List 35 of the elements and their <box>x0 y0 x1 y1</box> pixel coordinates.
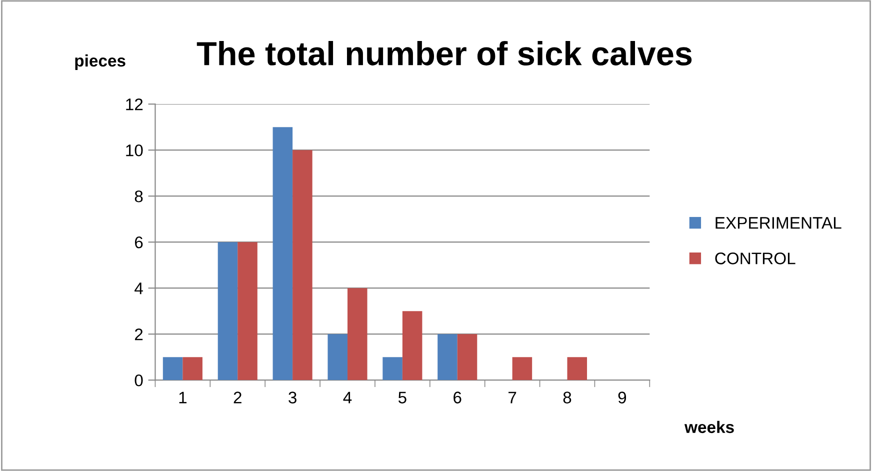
bar <box>402 311 422 380</box>
bar <box>328 334 348 380</box>
x-tick-label: 1 <box>179 392 187 404</box>
x-tick-label: 8 <box>563 392 572 404</box>
y-tick-label: 4 <box>134 282 143 294</box>
bar <box>512 357 532 380</box>
x-tick-label: 7 <box>508 392 516 404</box>
y-tick-label: 2 <box>134 328 143 340</box>
x-tick-label: 3 <box>288 392 296 404</box>
x-tick-label: 9 <box>618 392 626 404</box>
bar <box>382 357 402 380</box>
x-axis-title: weeks <box>684 420 734 434</box>
y-axis-title: pieces <box>75 54 126 70</box>
bar <box>182 357 202 380</box>
bar <box>457 334 478 380</box>
bar <box>218 242 238 380</box>
chart-title: The total number of sick calves <box>196 40 692 66</box>
x-tick-label: 4 <box>343 392 352 404</box>
bar <box>238 242 258 380</box>
bar <box>567 357 588 380</box>
x-tick-label: 2 <box>234 392 242 404</box>
bar <box>292 150 312 380</box>
x-tick-label: 6 <box>454 392 462 404</box>
y-tick-label: 12 <box>126 98 143 110</box>
bar <box>347 288 368 380</box>
x-tick-label: 5 <box>398 392 406 404</box>
bar <box>272 127 293 380</box>
y-tick-label: 6 <box>134 236 143 248</box>
y-tick-label: 8 <box>134 190 143 202</box>
legend-label: EXPERIMENTAL <box>716 217 842 229</box>
legend-label: CONTROL <box>715 252 796 264</box>
y-tick-label: 0 <box>134 374 143 386</box>
bar <box>438 334 458 380</box>
bar <box>162 357 183 380</box>
y-tick-label: 10 <box>126 144 143 156</box>
